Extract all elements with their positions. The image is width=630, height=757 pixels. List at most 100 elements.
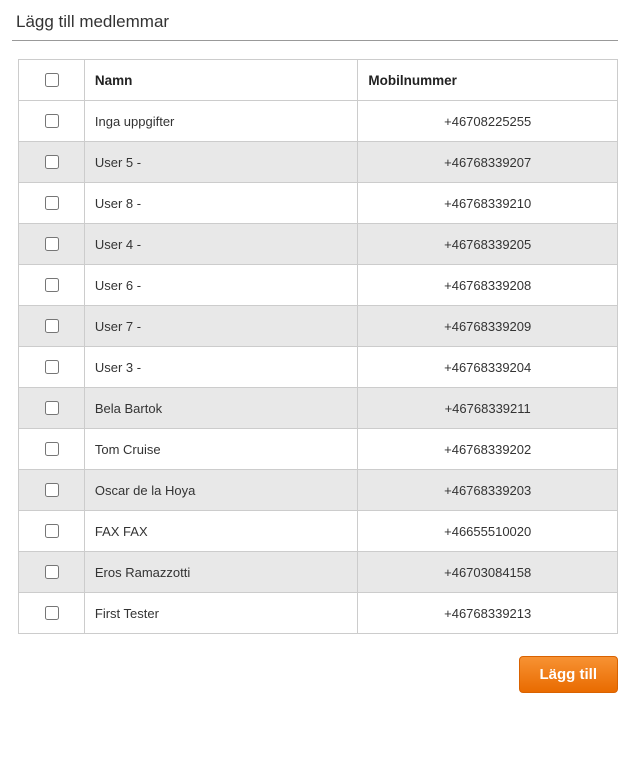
row-name-cell: First Tester: [84, 593, 358, 634]
row-name: User 3 -: [85, 348, 358, 387]
row-checkbox-cell: [19, 511, 85, 552]
row-mobile: +46768339203: [358, 471, 617, 510]
header-name-label: Namn: [85, 61, 358, 100]
header-name-cell: Namn: [84, 60, 358, 101]
table-row: User 3 -+46768339204: [19, 347, 618, 388]
table-row: User 7 -+46768339209: [19, 306, 618, 347]
row-name: First Tester: [85, 594, 358, 633]
row-name-cell: User 7 -: [84, 306, 358, 347]
header-checkbox-cell: [19, 60, 85, 101]
row-mobile-cell: +46768339210: [358, 183, 618, 224]
row-checkbox-cell: [19, 306, 85, 347]
row-checkbox-cell: [19, 265, 85, 306]
row-mobile: +46708225255: [358, 102, 617, 141]
table-row: Inga uppgifter+46708225255: [19, 101, 618, 142]
row-mobile-cell: +46655510020: [358, 511, 618, 552]
row-mobile: +46655510020: [358, 512, 617, 551]
row-checkbox-cell: [19, 224, 85, 265]
row-checkbox-cell: [19, 101, 85, 142]
row-checkbox-cell: [19, 142, 85, 183]
row-name-cell: Oscar de la Hoya: [84, 470, 358, 511]
table-header-row: Namn Mobilnummer: [19, 60, 618, 101]
row-name: User 4 -: [85, 225, 358, 264]
divider: [12, 40, 618, 41]
table-row: User 6 -+46768339208: [19, 265, 618, 306]
row-checkbox-cell: [19, 347, 85, 388]
header-mobile-cell: Mobilnummer: [358, 60, 618, 101]
row-checkbox[interactable]: [45, 360, 59, 374]
table-row: Bela Bartok+46768339211: [19, 388, 618, 429]
row-checkbox-cell: [19, 183, 85, 224]
row-mobile: +46768339204: [358, 348, 617, 387]
row-checkbox[interactable]: [45, 401, 59, 415]
row-mobile-cell: +46708225255: [358, 101, 618, 142]
row-checkbox[interactable]: [45, 278, 59, 292]
row-name-cell: User 8 -: [84, 183, 358, 224]
row-mobile: +46768339202: [358, 430, 617, 469]
row-name-cell: Inga uppgifter: [84, 101, 358, 142]
add-button[interactable]: Lägg till: [519, 656, 619, 693]
table-row: User 5 -+46768339207: [19, 142, 618, 183]
row-mobile-cell: +46768339207: [358, 142, 618, 183]
row-checkbox[interactable]: [45, 155, 59, 169]
row-mobile: +46768339213: [358, 594, 617, 633]
row-name-cell: FAX FAX: [84, 511, 358, 552]
row-name-cell: User 3 -: [84, 347, 358, 388]
row-checkbox[interactable]: [45, 319, 59, 333]
row-mobile-cell: +46768339203: [358, 470, 618, 511]
row-name: FAX FAX: [85, 512, 358, 551]
row-mobile-cell: +46768339209: [358, 306, 618, 347]
row-mobile-cell: +46768339204: [358, 347, 618, 388]
row-name: Eros Ramazzotti: [85, 553, 358, 592]
row-name-cell: User 6 -: [84, 265, 358, 306]
table-row: Tom Cruise+46768339202: [19, 429, 618, 470]
row-mobile: +46768339211: [358, 389, 617, 428]
row-name: User 8 -: [85, 184, 358, 223]
row-mobile-cell: +46768339202: [358, 429, 618, 470]
button-row: Lägg till: [18, 656, 618, 693]
row-checkbox[interactable]: [45, 483, 59, 497]
row-checkbox[interactable]: [45, 114, 59, 128]
row-mobile-cell: +46768339205: [358, 224, 618, 265]
row-mobile: +46703084158: [358, 553, 617, 592]
row-name: Bela Bartok: [85, 389, 358, 428]
table-row: FAX FAX+46655510020: [19, 511, 618, 552]
row-checkbox-cell: [19, 552, 85, 593]
table-row: First Tester+46768339213: [19, 593, 618, 634]
row-name: Tom Cruise: [85, 430, 358, 469]
row-name-cell: Eros Ramazzotti: [84, 552, 358, 593]
row-checkbox[interactable]: [45, 524, 59, 538]
row-mobile-cell: +46703084158: [358, 552, 618, 593]
row-mobile: +46768339209: [358, 307, 617, 346]
row-checkbox[interactable]: [45, 565, 59, 579]
row-mobile-cell: +46768339211: [358, 388, 618, 429]
members-table: Namn Mobilnummer Inga uppgifter+46708225…: [18, 59, 618, 634]
row-name: User 6 -: [85, 266, 358, 305]
table-row: User 8 -+46768339210: [19, 183, 618, 224]
row-mobile: +46768339208: [358, 266, 617, 305]
row-name-cell: Bela Bartok: [84, 388, 358, 429]
table-row: User 4 -+46768339205: [19, 224, 618, 265]
page-title: Lägg till medlemmar: [12, 12, 618, 32]
row-checkbox[interactable]: [45, 196, 59, 210]
row-checkbox[interactable]: [45, 237, 59, 251]
row-name-cell: User 5 -: [84, 142, 358, 183]
table-row: Eros Ramazzotti+46703084158: [19, 552, 618, 593]
row-name-cell: Tom Cruise: [84, 429, 358, 470]
row-checkbox[interactable]: [45, 442, 59, 456]
row-mobile-cell: +46768339213: [358, 593, 618, 634]
row-name: Inga uppgifter: [85, 102, 358, 141]
row-checkbox-cell: [19, 470, 85, 511]
row-mobile: +46768339207: [358, 143, 617, 182]
select-all-checkbox[interactable]: [45, 73, 59, 87]
row-mobile-cell: +46768339208: [358, 265, 618, 306]
table-row: Oscar de la Hoya+46768339203: [19, 470, 618, 511]
row-name: User 7 -: [85, 307, 358, 346]
row-name: Oscar de la Hoya: [85, 471, 358, 510]
row-checkbox-cell: [19, 388, 85, 429]
header-mobile-label: Mobilnummer: [358, 61, 617, 100]
row-mobile: +46768339205: [358, 225, 617, 264]
row-checkbox-cell: [19, 593, 85, 634]
row-checkbox-cell: [19, 429, 85, 470]
row-checkbox[interactable]: [45, 606, 59, 620]
